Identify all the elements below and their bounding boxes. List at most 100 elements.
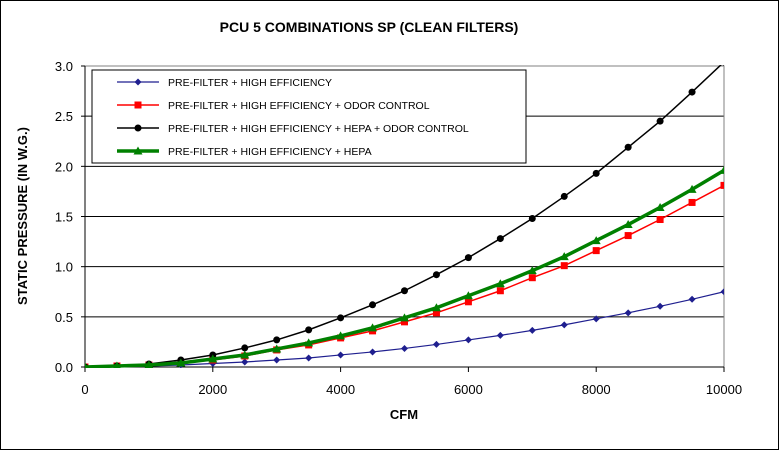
data-point — [113, 361, 121, 368]
data-point — [528, 215, 536, 223]
data-point — [273, 336, 281, 344]
legend-label: PRE-FILTER + HIGH EFFICIENCY + HEPA — [168, 146, 372, 158]
data-point — [560, 192, 568, 200]
data-point — [432, 309, 440, 317]
legend-entry: PRE-FILTER + HIGH EFFICIENCY + HEPA + OD… — [117, 123, 469, 135]
data-point — [368, 323, 378, 332]
y-tick-label: 0.5 — [55, 310, 73, 325]
data-point — [464, 336, 472, 344]
data-point — [528, 326, 536, 334]
data-point — [527, 266, 537, 275]
axes: 0.0 0.5 1.0 1.5 2.0 2.5 3.0 0 2000 4000 6000 8000 10… — [55, 59, 742, 397]
data-point — [464, 254, 472, 262]
data-point — [496, 287, 504, 295]
x-tick-label: 0 — [81, 382, 88, 397]
data-point — [719, 165, 724, 174]
legend-marker — [134, 78, 142, 86]
legend-label: PRE-FILTER + HIGH EFFICIENCY — [168, 77, 332, 89]
data-point — [369, 301, 377, 309]
series-4 — [85, 165, 724, 368]
data-point — [496, 235, 504, 243]
legend-box — [91, 69, 527, 164]
series-line — [85, 168, 724, 368]
data-point — [592, 315, 600, 323]
legend-marker — [134, 101, 142, 109]
data-point — [463, 291, 473, 300]
data-point — [241, 344, 249, 352]
data-point — [337, 351, 345, 359]
x-tick-label: 4000 — [326, 382, 355, 397]
data-point — [273, 356, 281, 364]
data-point — [720, 181, 724, 189]
data-point — [656, 216, 664, 224]
data-point — [559, 252, 569, 261]
data-point — [688, 295, 696, 303]
data-point — [369, 348, 377, 356]
series-line — [85, 291, 724, 368]
legend-entry: PRE-FILTER + HIGH EFFICIENCY — [117, 77, 332, 89]
data-point — [495, 279, 505, 288]
data-point — [624, 232, 632, 240]
data-point — [208, 354, 218, 363]
legend: PRE-FILTER + HIGH EFFICIENCY PRE-FILTER +… — [91, 69, 527, 164]
series-2 — [85, 181, 724, 368]
legend-label: PRE-FILTER + HIGH EFFICIENCY + HEPA + OD… — [168, 123, 469, 135]
y-tick-label: 1.5 — [55, 210, 73, 225]
y-tick-label: 0.0 — [55, 360, 73, 375]
data-point — [623, 220, 633, 229]
y-tick-label: 2.5 — [55, 109, 73, 124]
series-line — [85, 184, 724, 368]
data-point — [400, 313, 409, 322]
data-point — [592, 247, 600, 255]
data-point — [336, 331, 346, 340]
data-point — [687, 184, 697, 193]
data-point — [722, 65, 724, 66]
data-point — [304, 338, 314, 347]
legend-label: PRE-FILTER + HIGH EFFICIENCY + ODOR CONT… — [168, 100, 430, 112]
x-tick-label: 8000 — [582, 382, 611, 397]
data-point — [401, 318, 408, 326]
x-tick-label: 6000 — [454, 382, 483, 397]
data-point — [720, 288, 724, 296]
data-point — [337, 314, 345, 322]
y-tick-label: 1.0 — [55, 260, 73, 275]
data-point — [85, 362, 89, 368]
data-point — [431, 303, 441, 312]
x-tick-label: 2000 — [198, 382, 227, 397]
y-tick-label: 2.0 — [55, 159, 73, 174]
data-point — [656, 302, 664, 310]
data-point — [272, 344, 282, 353]
data-point — [176, 358, 186, 367]
data-point — [464, 298, 472, 306]
data-point — [240, 350, 250, 359]
data-point — [496, 331, 504, 339]
data-point — [432, 271, 440, 279]
legend-marker — [134, 124, 142, 132]
legend-marker — [133, 146, 143, 155]
data-point — [688, 88, 696, 96]
legend-entry: PRE-FILTER + HIGH EFFICIENCY + ODOR CONT… — [117, 100, 430, 112]
data-point — [432, 340, 440, 348]
data-point — [591, 236, 601, 245]
data-point — [624, 309, 632, 317]
y-axis-title: STATIC PRESSURE (IN W.G.) — [15, 127, 30, 305]
data-point — [144, 360, 154, 368]
data-point — [656, 117, 664, 125]
y-tick-label: 3.0 — [55, 59, 73, 74]
x-tick-label: 10000 — [706, 382, 742, 397]
legend-entry: PRE-FILTER + HIGH EFFICIENCY + HEPA — [117, 146, 372, 158]
data-point — [241, 358, 249, 366]
data-point — [305, 326, 313, 334]
data-point — [401, 287, 408, 295]
data-point — [624, 143, 632, 151]
data-point — [401, 344, 408, 352]
data-point — [528, 274, 536, 282]
data-point — [655, 202, 665, 211]
data-point — [592, 169, 600, 177]
data-point — [560, 321, 568, 329]
data-point — [305, 354, 313, 362]
x-axis-title: CFM — [390, 407, 418, 422]
series-layer — [85, 65, 724, 368]
